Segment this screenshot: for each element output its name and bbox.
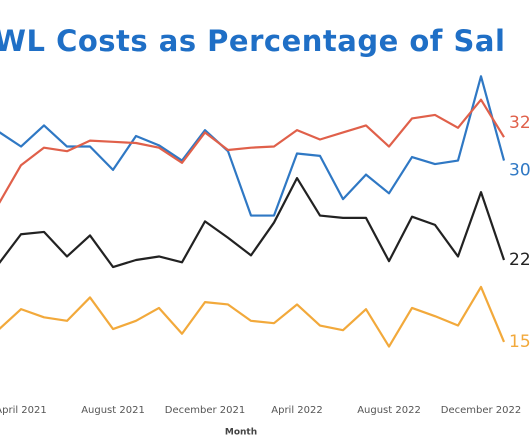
series-line	[0, 177, 506, 269]
x-tick-label: December 2022	[441, 405, 521, 416]
end-label: 32%	[509, 113, 530, 133]
series-line	[0, 285, 506, 348]
series-line	[0, 75, 506, 217]
x-tick-label: April 2022	[271, 405, 322, 416]
chart-title: WL Costs as Percentage of Sal	[0, 24, 505, 58]
x-axis-label: Month	[225, 428, 257, 438]
end-label: 30	[509, 161, 530, 181]
x-tick-label: April 2021	[0, 405, 47, 416]
x-tick-label: December 2021	[165, 405, 245, 416]
series-line	[0, 98, 505, 204]
end-label: 15	[509, 332, 530, 352]
end-label: 22	[509, 250, 530, 270]
x-tick-label: August 2021	[81, 405, 145, 416]
x-tick-label: August 2022	[357, 405, 421, 416]
